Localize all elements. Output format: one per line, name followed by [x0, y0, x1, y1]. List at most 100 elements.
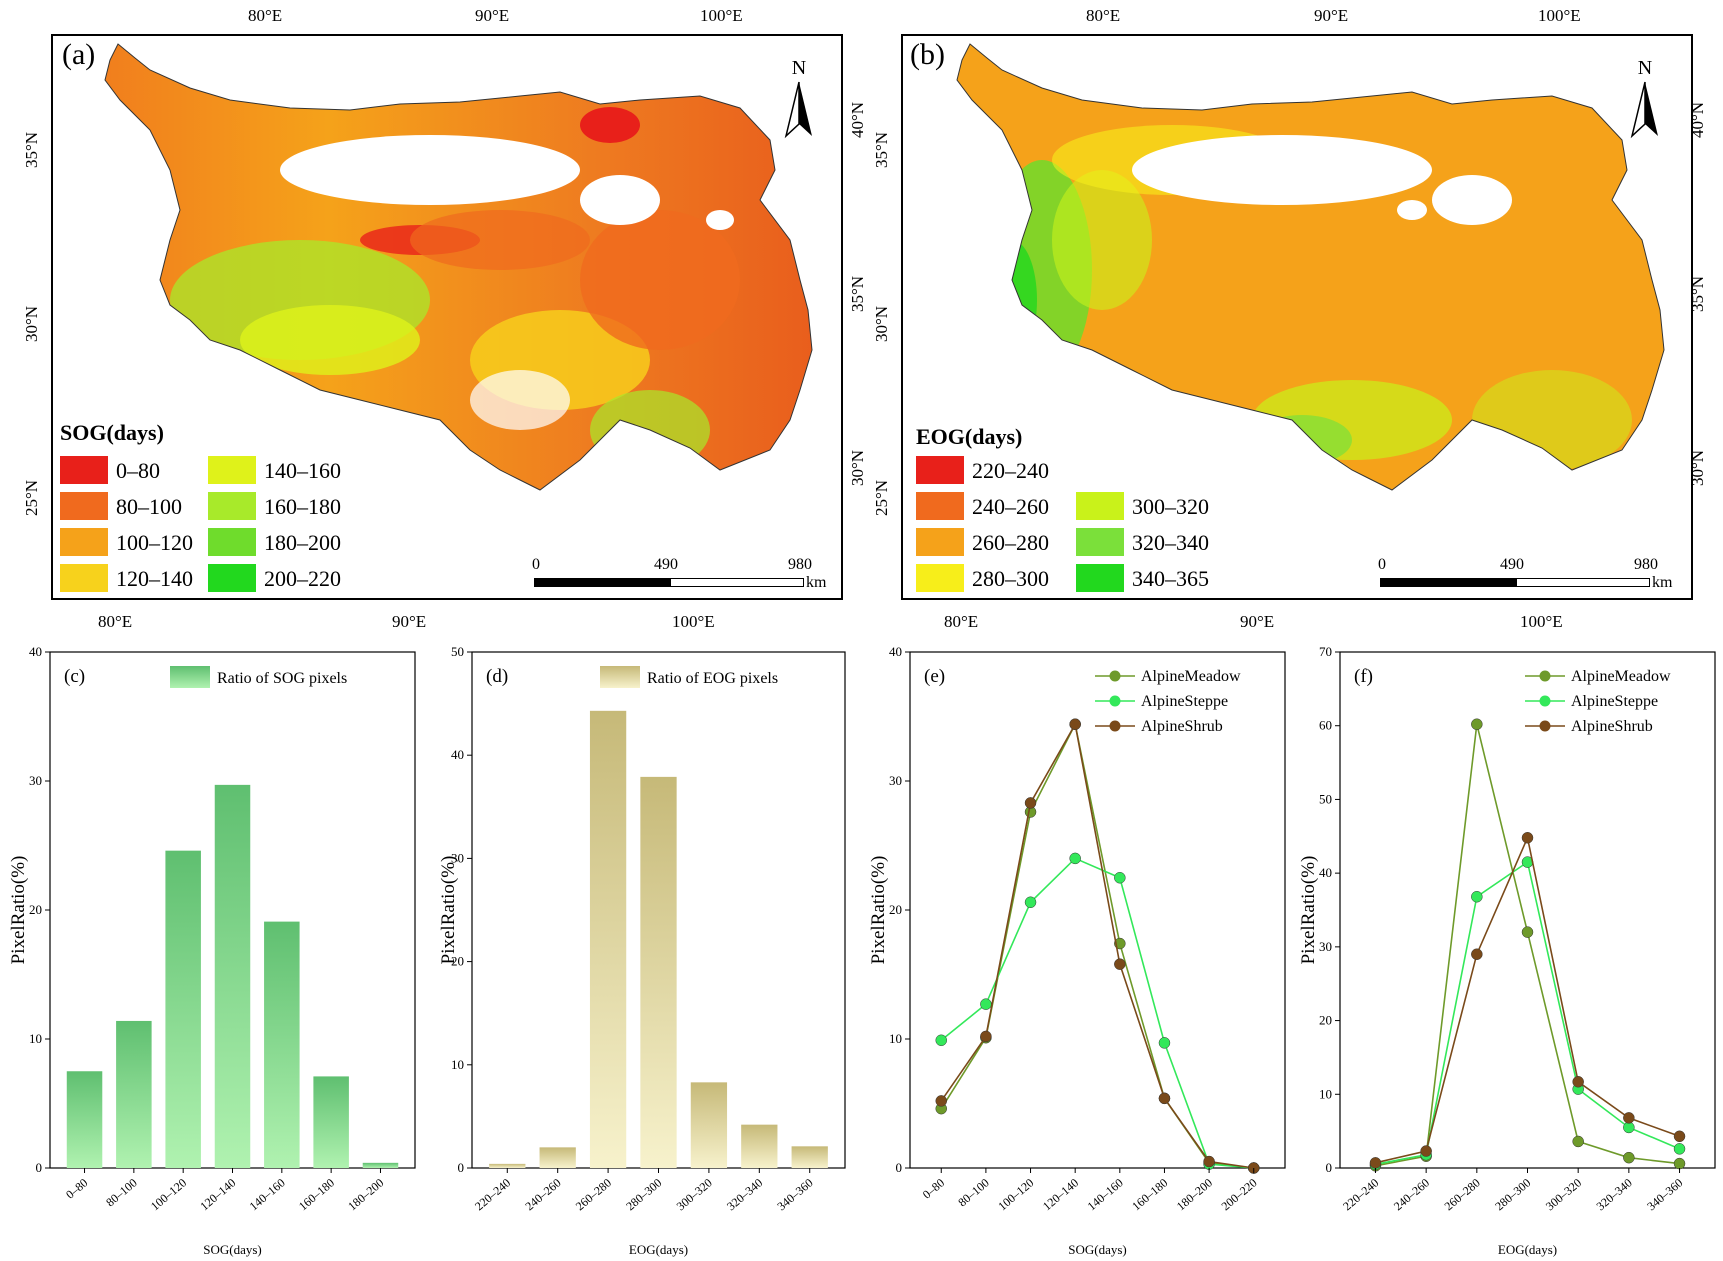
chart-f: 0 10 20 30 40 50 60 70 PixelRatio(%) EOG(days) (f)…: [1298, 644, 1716, 1257]
x-tick-label: 120–140: [1040, 1176, 1081, 1214]
north-arrow-icon: N: [784, 57, 812, 139]
scale-label: 980: [1634, 556, 1658, 573]
data-point: [1623, 1151, 1635, 1164]
y-tick-label: 0: [458, 1160, 465, 1175]
x-tick-label: 220–240: [472, 1176, 513, 1214]
y-tick-label: 70: [1319, 644, 1332, 659]
data-point: [1572, 1135, 1584, 1148]
bar: [165, 850, 201, 1168]
data-point: [1623, 1112, 1635, 1124]
y-tick-label: 50: [451, 644, 464, 659]
map-b: N: [901, 34, 1693, 600]
map-a-top-lon-2: 90°E: [475, 6, 510, 25]
scale-bar-white: [1516, 578, 1650, 587]
scale-label: 490: [654, 556, 678, 573]
x-tick-label: 140–160: [1085, 1176, 1126, 1214]
y-tick-label: 40: [29, 644, 42, 659]
legend-label: 340–365: [1132, 566, 1209, 591]
x-axis-label: EOG(days): [1498, 1242, 1557, 1257]
legend-label: 0–80: [116, 458, 160, 483]
map-b-top-lon-1: 80°E: [1086, 6, 1121, 25]
x-tick-label: 0–80: [920, 1176, 947, 1202]
x-tick-label: 340–360: [774, 1176, 815, 1214]
y-tick-label: 30: [889, 773, 902, 788]
x-tick-label: 340–360: [1644, 1176, 1685, 1214]
legend-label: AlpineMeadow: [1141, 668, 1241, 685]
scale-label: 490: [1500, 556, 1524, 573]
x-tick-label: 160–180: [1129, 1176, 1170, 1214]
legend-swatch-4: [1076, 492, 1124, 520]
panel-label: (d): [486, 666, 508, 687]
legend-label: 260–280: [972, 530, 1049, 555]
map-a-left-lat-2: 30°N: [22, 305, 42, 343]
legend-marker: [1109, 695, 1121, 707]
scale-unit: km: [806, 574, 827, 591]
series-line: [940, 721, 1254, 1169]
y-tick-label: 40: [1319, 865, 1332, 880]
y-tick-label: 20: [451, 954, 464, 969]
data-point: [1521, 926, 1534, 938]
data-point: [1203, 1155, 1215, 1168]
legend-swatch-2: [60, 528, 108, 556]
scale-bar-black: [1380, 578, 1518, 587]
data-point: [1114, 872, 1126, 884]
legend-label: AlpineShrub: [1141, 718, 1223, 735]
legend-label: 180–200: [264, 530, 341, 555]
series-line: [940, 857, 1254, 1169]
series-line: [1375, 835, 1680, 1164]
x-tick-label: 0–80: [63, 1176, 90, 1202]
x-tick-label: 220–240: [1340, 1176, 1381, 1214]
legend-swatch: [600, 666, 640, 688]
x-tick-label: 100–120: [995, 1176, 1036, 1214]
y-tick-label: 20: [889, 902, 902, 917]
legend-label: AlpineSteppe: [1571, 693, 1658, 710]
map-a-bottom-lon-3: 100°E: [672, 612, 715, 631]
scale-label: 0: [532, 556, 540, 573]
legend-label: 100–120: [116, 530, 193, 555]
bar: [640, 776, 677, 1168]
plot-frame: [1339, 651, 1716, 1169]
legend-swatch-1: [60, 492, 108, 520]
map-b-legend: 220–240 240–260 260–280 280–300 300–320 …: [916, 456, 1236, 596]
legend-marker: [1109, 720, 1121, 732]
data-point: [1521, 832, 1534, 844]
legend-marker: [1539, 670, 1551, 682]
map-a-legend-title: SOG(days): [60, 420, 164, 445]
panel-label: (c): [64, 666, 85, 687]
chart-e: 0 10 20 30 40 PixelRatio(%) SOG(days) (e) Alpine…: [868, 644, 1286, 1257]
x-tick-label: 260–280: [573, 1176, 614, 1214]
map-b-top-lon-3: 100°E: [1538, 6, 1581, 25]
data-point: [1369, 1157, 1382, 1169]
panel-label-a: (a): [62, 38, 96, 71]
x-tick-label: 260–280: [1442, 1176, 1483, 1214]
x-tick-label: 320–340: [1594, 1176, 1635, 1214]
data-point: [1420, 1145, 1432, 1157]
map-a-left-lat-1: 35°N: [22, 131, 42, 169]
y-tick-label: 30: [29, 773, 42, 788]
x-tick-label: 200–220: [1219, 1176, 1260, 1214]
bar: [791, 1146, 828, 1168]
data-point: [1114, 958, 1126, 970]
y-tick-label: 30: [1319, 939, 1332, 954]
legend-swatch-5: [1076, 528, 1124, 556]
legend-swatch-1: [916, 492, 964, 520]
map-b-right-lat-2: 35°N: [1688, 275, 1708, 313]
x-tick-label: 180–200: [1174, 1176, 1215, 1214]
scale-label: 980: [788, 556, 812, 573]
data-point: [1471, 890, 1483, 903]
legend-label: Ratio of SOG pixels: [217, 670, 347, 687]
x-tick-label: 280–300: [623, 1176, 664, 1214]
data-point: [980, 1030, 992, 1043]
data-point: [1024, 896, 1037, 909]
legend-label: AlpineSteppe: [1141, 693, 1228, 710]
bar: [264, 921, 300, 1168]
series-line: [940, 721, 1254, 1169]
map-a-top-lon-3: 100°E: [700, 6, 743, 25]
map-b-left-lat-2: 30°N: [872, 305, 892, 343]
y-tick-label: 30: [451, 850, 464, 865]
x-axis-label: SOG(days): [1068, 1242, 1127, 1257]
y-tick-label: 10: [1319, 1086, 1332, 1101]
data-point: [1024, 797, 1037, 809]
x-axis-label: SOG(days): [203, 1242, 262, 1257]
legend-marker: [1109, 670, 1121, 682]
